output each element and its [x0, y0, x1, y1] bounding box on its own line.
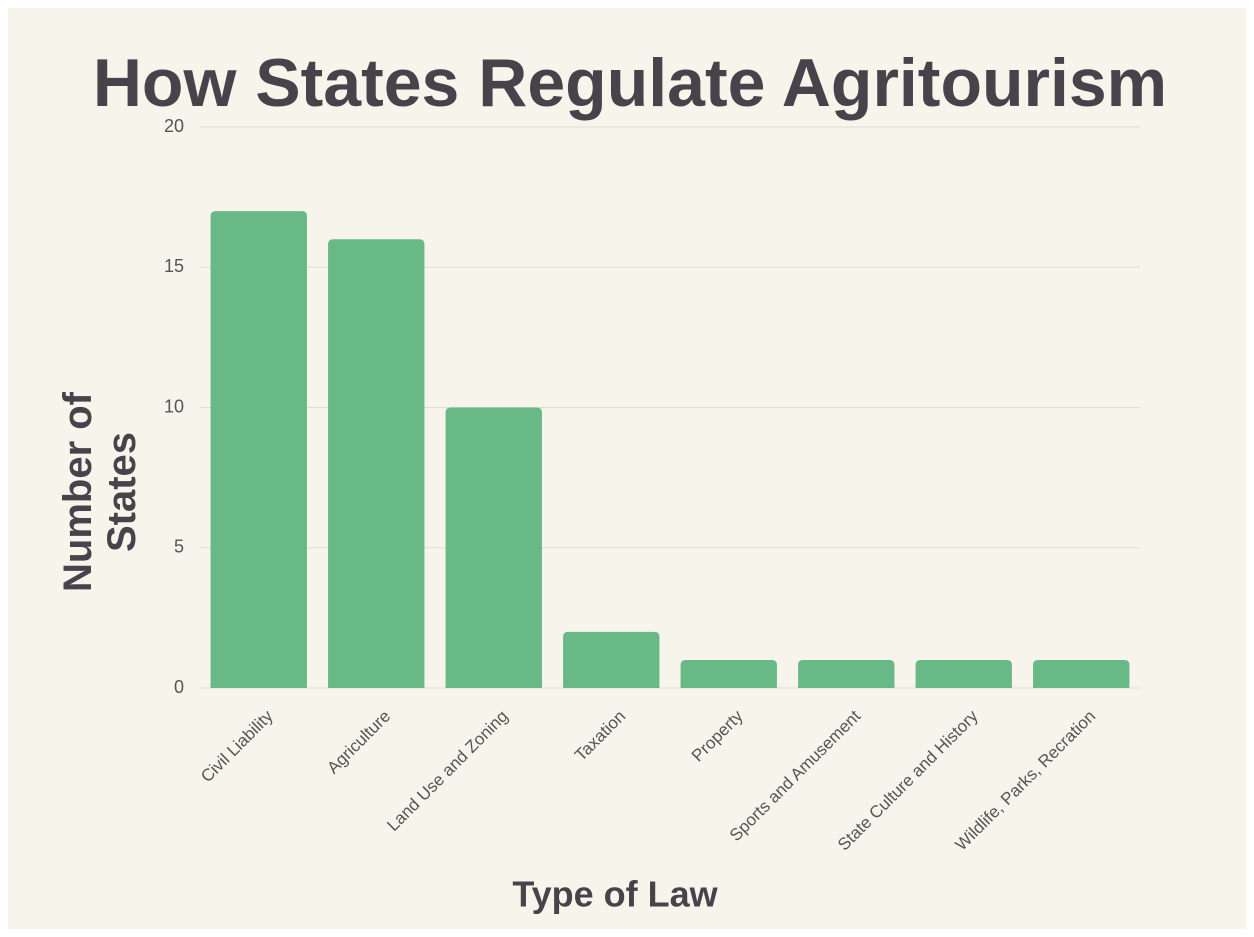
bar	[445, 407, 542, 688]
y-tick-label: 0	[174, 677, 184, 697]
y-tick-label: 5	[174, 537, 184, 557]
bar	[680, 659, 777, 688]
y-tick-label: 20	[164, 116, 184, 136]
bar	[798, 659, 895, 688]
x-tick-label: Agriculture	[323, 707, 394, 778]
x-axis-label: Type of Law	[512, 874, 718, 915]
x-tick-label: Taxation	[571, 707, 629, 765]
x-tick-label: Property	[688, 706, 747, 765]
bar	[210, 211, 307, 688]
bar	[915, 659, 1012, 688]
bar	[328, 239, 425, 688]
x-tick-label: Wildlife, Parks, Recration	[952, 707, 1100, 855]
y-tick-label: 10	[164, 396, 184, 416]
chart-title: How States Regulate Agritourism	[93, 45, 1167, 121]
bar	[1033, 659, 1130, 688]
x-tick-label: Land Use and Zoning	[383, 707, 511, 835]
y-tick-label: 15	[164, 256, 184, 276]
x-tick-label: Civil Liability	[197, 706, 277, 786]
x-tick-label: Sports and Amusement	[726, 706, 865, 845]
bar	[563, 631, 660, 688]
y-axis-label: Number of States	[56, 392, 144, 592]
